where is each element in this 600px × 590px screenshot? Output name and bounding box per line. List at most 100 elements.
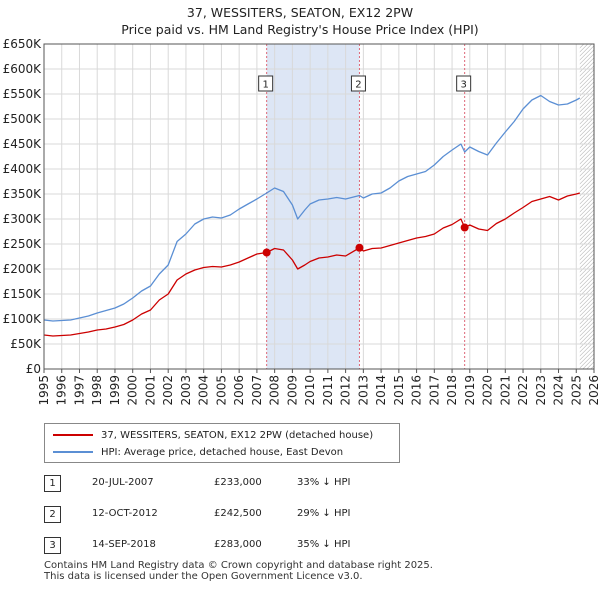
forecast-hatch — [579, 85, 595, 101]
sale-date: 20-JUL-2007 — [92, 477, 154, 488]
x-tick-label: 2014 — [374, 375, 388, 406]
x-tick-label: 2021 — [498, 375, 512, 406]
sale-date: 12-OCT-2012 — [92, 508, 158, 519]
x-tick-label: 2006 — [232, 375, 246, 406]
forecast-hatch — [579, 93, 595, 109]
sale-marker-box — [350, 75, 366, 92]
y-tick-label: £450K — [3, 137, 43, 151]
plot-frame — [43, 43, 595, 370]
x-tick-label: 1997 — [72, 375, 86, 406]
forecast-hatch — [579, 301, 595, 317]
property-price-line — [43, 192, 580, 337]
forecast-hatch — [579, 305, 595, 321]
forecast-hatch — [579, 205, 595, 221]
sale-marker-label: 3 — [460, 80, 466, 91]
sale-row-2: 2 12-OCT-2012 £242,500 29% ↓ HPI — [44, 506, 464, 524]
sale-number: 2 — [44, 506, 61, 523]
x-tick-label: 2008 — [268, 375, 282, 406]
x-tick-label: 2026 — [587, 375, 600, 406]
chart-title: 37, WESSITERS, SEATON, EX12 2PW — [186, 5, 414, 20]
x-tick-label: 2009 — [285, 375, 299, 406]
hpi-line — [43, 94, 581, 322]
sale-period-shade — [266, 44, 360, 369]
x-tick-label: 2004 — [197, 375, 211, 406]
y-tick-label: £100K — [3, 312, 43, 326]
x-tick-label: 1995 — [37, 375, 51, 406]
sale-marker-box — [456, 75, 472, 92]
legend-swatch-hpi — [53, 451, 93, 453]
y-tick-label: £300K — [3, 212, 43, 226]
legend-label-hpi: HPI: Average price, detached house, East… — [101, 446, 344, 458]
x-tick-label: 2017 — [427, 375, 441, 406]
y-tick-label: £400K — [3, 162, 43, 176]
sale-date: 14-SEP-2018 — [92, 539, 156, 550]
y-tick-label: £200K — [3, 262, 43, 276]
price-chart: 1 2 3 £0 £50K £100K £150K £200K £250K £300K £350K… — [3, 37, 600, 406]
x-tick-label: 2010 — [303, 375, 317, 406]
legend-item-hpi: HPI: Average price, detached house, East… — [53, 444, 343, 460]
sale-markers: 1 2 3 — [258, 44, 472, 369]
x-tick-label: 2000 — [126, 375, 140, 406]
x-tick-label: 2015 — [392, 375, 406, 406]
sale-hpi-diff: 33% ↓ HPI — [297, 477, 351, 488]
sale-number: 3 — [44, 537, 61, 554]
sale-price: £283,000 — [214, 539, 262, 550]
x-tick-label: 2023 — [534, 375, 548, 406]
forecast-hatch — [579, 197, 595, 213]
x-tick-label: 2002 — [161, 375, 175, 406]
x-tick-label: 2020 — [481, 375, 495, 406]
x-tick-label: 1998 — [90, 375, 104, 406]
sale-row-1: 1 20-JUL-2007 £233,000 33% ↓ HPI — [44, 475, 464, 493]
x-tick-label: 2001 — [143, 375, 157, 406]
y-tick-label: £150K — [3, 287, 43, 301]
x-tick-label: 2019 — [463, 375, 477, 406]
x-tick-label: 2005 — [214, 375, 228, 406]
x-tick-label: 1996 — [55, 375, 69, 406]
shaded-regions — [44, 44, 595, 369]
chart-subtitle: Price paid vs. HM Land Registry's House … — [121, 22, 479, 37]
sale-marker-box — [258, 75, 274, 92]
y-tick-label: £500K — [3, 112, 43, 126]
legend: 37, WESSITERS, SEATON, EX12 2PW (detache… — [44, 423, 400, 463]
axes: £0 £50K £100K £150K £200K £250K £300K £350K £400… — [3, 37, 600, 406]
legend-label-property: 37, WESSITERS, SEATON, EX12 2PW (detache… — [101, 429, 374, 441]
forecast-hatch — [579, 89, 595, 105]
sale-row-3: 3 14-SEP-2018 £283,000 35% ↓ HPI — [44, 537, 464, 555]
forecast-hatch — [579, 201, 595, 217]
footer-licence: This data is licensed under the Open Gov… — [44, 571, 363, 582]
y-tick-label: £0 — [26, 362, 41, 376]
x-tick-label: 2025 — [569, 375, 583, 406]
x-tick-label: 2012 — [339, 375, 353, 406]
footer-copyright: Contains HM Land Registry data © Crown c… — [44, 560, 433, 571]
series-lines — [43, 94, 581, 337]
y-tick-label: £650K — [3, 37, 43, 51]
y-tick-label: £250K — [3, 237, 43, 251]
sale-number: 1 — [44, 475, 61, 492]
sale-price: £233,000 — [214, 477, 262, 488]
x-tick-label: 2011 — [321, 375, 335, 406]
y-tick-label: £550K — [3, 87, 43, 101]
sale-hpi-diff: 35% ↓ HPI — [297, 539, 351, 550]
x-tick-label: 2022 — [516, 375, 530, 406]
x-tick-label: 2018 — [445, 375, 459, 406]
legend-item-property: 37, WESSITERS, SEATON, EX12 2PW (detache… — [53, 427, 373, 443]
sale-price: £242,500 — [214, 508, 262, 519]
y-tick-label: £50K — [10, 337, 42, 351]
forecast-hatch — [579, 313, 595, 329]
sale-marker-label: 1 — [262, 80, 268, 91]
sale-hpi-diff: 29% ↓ HPI — [297, 508, 351, 519]
sale-points — [262, 223, 469, 257]
x-tick-label: 2024 — [552, 375, 566, 406]
y-tick-label: £600K — [3, 62, 43, 76]
x-tick-label: 1999 — [108, 375, 122, 406]
x-tick-label: 2003 — [179, 375, 193, 406]
sale-point — [355, 243, 364, 252]
x-tick-label: 2007 — [250, 375, 264, 406]
x-tick-label: 2013 — [356, 375, 370, 406]
sale-point — [262, 248, 271, 257]
forecast-hatch — [579, 193, 595, 209]
forecast-hatch — [579, 309, 595, 325]
x-tick-label: 2016 — [410, 375, 424, 406]
sale-point — [460, 223, 469, 232]
y-tick-label: £350K — [3, 187, 43, 201]
